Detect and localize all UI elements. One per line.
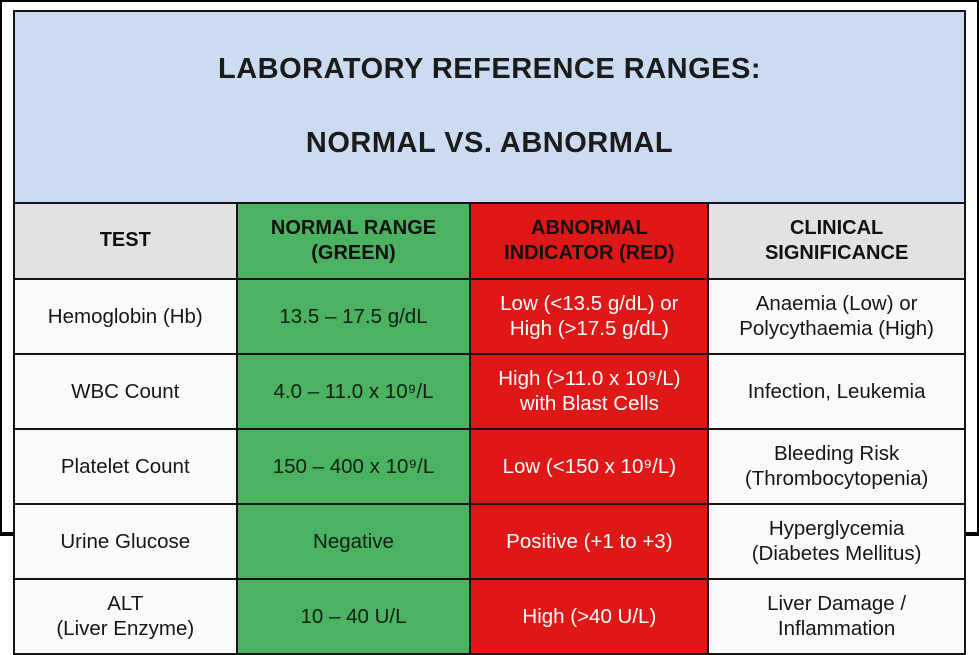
- cell-test-name: Urine Glucose: [13, 502, 238, 580]
- cell-test-name: Hemoglobin (Hb): [13, 277, 238, 355]
- table-row-alt-liver-enzyme: ALT (Liver Enzyme) 10 – 40 U/L High (>40…: [13, 577, 966, 655]
- cell-normal-range: Negative: [235, 502, 472, 580]
- table-header-row: TEST NORMAL RANGE (GREEN) ABNORMAL INDIC…: [13, 201, 966, 280]
- header-test: TEST: [13, 201, 238, 280]
- lab-reference-table: LABORATORY REFERENCE RANGES: NORMAL VS. …: [13, 10, 966, 655]
- title-line-1: LABORATORY REFERENCE RANGES:: [217, 53, 762, 86]
- cell-normal-range: 13.5 – 17.5 g/dL: [235, 277, 472, 355]
- header-clinical-significance: CLINICAL SIGNIFICANCE: [707, 201, 966, 280]
- header-normal-range: NORMAL RANGE (GREEN): [235, 201, 472, 280]
- table-row-hemoglobin: Hemoglobin (Hb) 13.5 – 17.5 g/dL Low (<1…: [13, 277, 966, 355]
- table-row-urine-glucose: Urine Glucose Negative Positive (+1 to +…: [13, 502, 966, 580]
- cell-clinical-significance: Bleeding Risk (Thrombocytopenia): [707, 427, 966, 505]
- cell-normal-range: 4.0 – 11.0 x 10⁹/L: [235, 352, 472, 430]
- page-title: LABORATORY REFERENCE RANGES: NORMAL VS. …: [13, 10, 966, 204]
- table-row-wbc-count: WBC Count 4.0 – 11.0 x 10⁹/L High (>11.0…: [13, 352, 966, 430]
- cell-normal-range: 150 – 400 x 10⁹/L: [235, 427, 472, 505]
- cell-abnormal-indicator: Positive (+1 to +3): [469, 502, 710, 580]
- cell-abnormal-indicator: High (>40 U/L): [469, 577, 710, 655]
- cell-abnormal-indicator: Low (<13.5 g/dL) or High (>17.5 g/dL): [469, 277, 710, 355]
- cell-clinical-significance: Anaemia (Low) or Polycythaemia (High): [707, 277, 966, 355]
- cell-test-name: WBC Count: [13, 352, 238, 430]
- title-row: LABORATORY REFERENCE RANGES: NORMAL VS. …: [13, 10, 966, 204]
- cell-clinical-significance: Hyperglycemia (Diabetes Mellitus): [707, 502, 966, 580]
- cell-normal-range: 10 – 40 U/L: [235, 577, 472, 655]
- cell-test-name: ALT (Liver Enzyme): [13, 577, 238, 655]
- cell-clinical-significance: Liver Damage / Inflammation: [707, 577, 966, 655]
- cell-abnormal-indicator: Low (<150 x 10⁹/L): [469, 427, 710, 505]
- cell-clinical-significance: Infection, Leukemia: [707, 352, 966, 430]
- cell-test-name: Platelet Count: [13, 427, 238, 505]
- header-abnormal-indicator: ABNORMAL INDICATOR (RED): [469, 201, 710, 280]
- cell-abnormal-indicator: High (>11.0 x 10⁹/L) with Blast Cells: [469, 352, 710, 430]
- title-line-2: NORMAL VS. ABNORMAL: [305, 127, 674, 160]
- table-row-platelet-count: Platelet Count 150 – 400 x 10⁹/L Low (<1…: [13, 427, 966, 505]
